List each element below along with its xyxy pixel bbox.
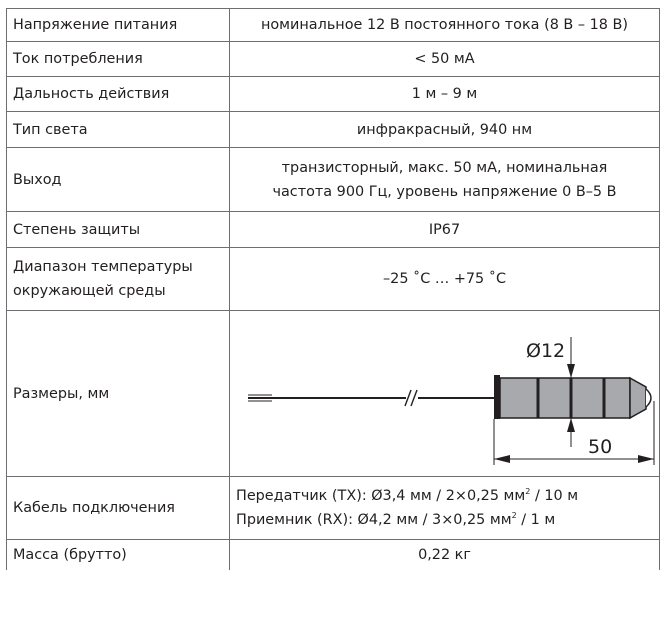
specifications-table: Напряжение питания номинальное 12 В пост…	[6, 8, 660, 570]
cable-rx-line: Приемник (RX): Ø4,2 мм / 3×0,25 мм2 / 1 …	[236, 508, 653, 532]
length-arrow-right	[638, 454, 654, 463]
row-label: Диапазон температуры окружающей среды	[6, 247, 230, 311]
diameter-label: Ø12	[526, 340, 565, 362]
spec-row-range: Дальность действия 1 м – 9 м	[6, 76, 660, 112]
cable-break-mark	[404, 389, 412, 406]
diameter-arrow-bottom	[567, 417, 575, 432]
row-value: 1 м – 9 м	[229, 76, 660, 112]
spec-row-output: Выход транзисторный, макс. 50 мА, номина…	[6, 147, 660, 212]
spec-row-cable: Кабель подключения Передатчик (TX): Ø3,4…	[6, 476, 660, 540]
sensor-nose	[629, 376, 647, 419]
spec-row-supply-voltage: Напряжение питания номинальное 12 В пост…	[6, 8, 660, 42]
output-line-1: транзисторный, макс. 50 мА, номинальная	[281, 159, 608, 176]
spec-row-temperature: Диапазон температуры окружающей среды –2…	[6, 247, 660, 311]
spec-row-dimensions: Размеры, мм	[6, 310, 660, 477]
row-label: Степень защиты	[6, 211, 230, 248]
spec-row-current: Ток потребления < 50 мА	[6, 41, 660, 77]
row-value: –25 ˚C … +75 ˚C	[229, 247, 660, 311]
spec-row-light-type: Тип света инфракрасный, 940 нм	[6, 111, 660, 148]
cable-tx-text: Передатчик (TX): Ø3,4 мм / 2×0,25 мм	[236, 488, 526, 504]
spec-row-protection: Степень защиты IP67	[6, 211, 660, 248]
row-label: Напряжение питания	[6, 8, 230, 42]
output-line-2: частота 900 Гц, уровень напряжение 0 В–5…	[272, 183, 617, 200]
row-value: транзисторный, макс. 50 мА, номинальная …	[229, 147, 660, 212]
temperature-label-line-2: окружающей среды	[13, 283, 166, 299]
spec-row-weight: Масса (брутто) 0,22 кг	[6, 539, 660, 570]
row-label: Дальность действия	[6, 76, 230, 112]
cable-tx-length: / 10 м	[530, 488, 579, 504]
length-label: 50	[588, 436, 612, 458]
cable-tx-superscript: 2	[525, 487, 531, 497]
cable-rx-superscript: 2	[511, 511, 517, 521]
row-label: Масса (брутто)	[6, 539, 230, 570]
row-value: Передатчик (TX): Ø3,4 мм / 2×0,25 мм2 / …	[229, 476, 660, 540]
row-value: IP67	[229, 211, 660, 248]
row-label: Выход	[6, 147, 230, 212]
row-label: Кабель подключения	[6, 476, 230, 540]
length-arrow-left	[494, 454, 510, 463]
row-value: инфракрасный, 940 нм	[229, 111, 660, 148]
cable-tx-line: Передатчик (TX): Ø3,4 мм / 2×0,25 мм2 / …	[236, 484, 653, 508]
row-label: Тип света	[6, 111, 230, 148]
row-label: Размеры, мм	[6, 310, 230, 477]
dimension-drawing-cell: Ø12 50	[229, 310, 660, 477]
cable-rx-text: Приемник (RX): Ø4,2 мм / 3×0,25 мм	[236, 512, 512, 528]
cable-rx-length: / 1 м	[516, 512, 556, 528]
sensor-lens	[645, 387, 652, 408]
sensor-dimension-drawing: Ø12 50	[248, 336, 655, 465]
sensor-flange	[494, 374, 500, 419]
sensor-body	[499, 376, 631, 419]
row-value: номинальное 12 В постоянного тока (8 В –…	[229, 8, 660, 42]
temperature-label-line-1: Диапазон температуры	[13, 259, 193, 275]
row-label: Ток потребления	[6, 41, 230, 77]
cable-break-mark	[410, 389, 418, 406]
row-value: < 50 мА	[229, 41, 660, 77]
row-value: 0,22 кг	[229, 539, 660, 570]
diameter-arrow-top	[567, 363, 575, 378]
